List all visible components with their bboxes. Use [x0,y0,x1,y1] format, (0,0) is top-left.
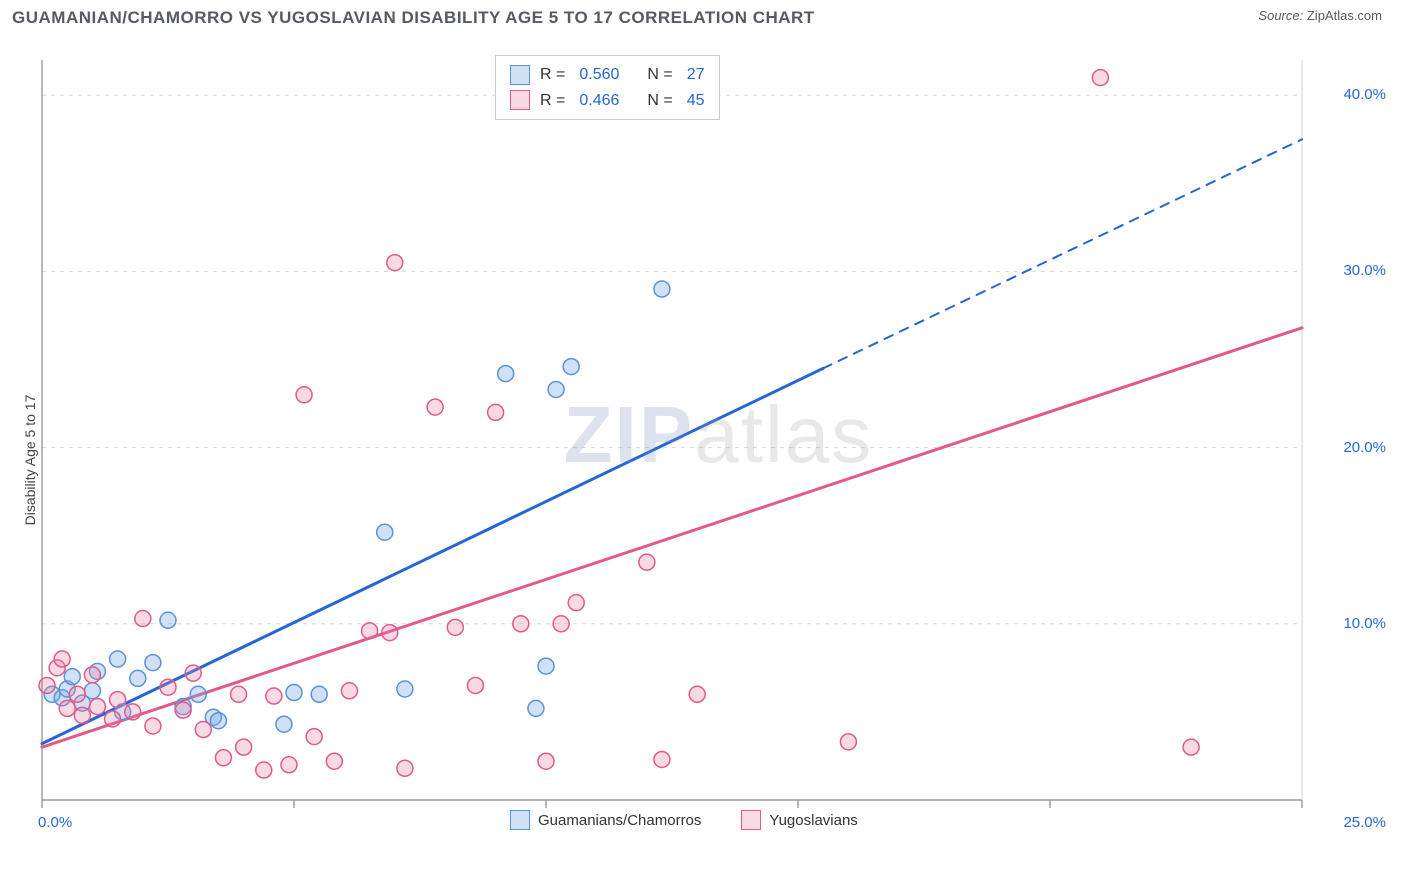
y-tick-label: 10.0% [1343,615,1386,632]
y-axis-label: Disability Age 5 to 17 [22,395,38,526]
legend-swatch [510,65,530,85]
series-label: Guamanians/Chamorros [538,812,701,829]
stats-legend-row: R = 0.560 N = 27 [510,62,705,88]
n-value: 27 [687,62,705,88]
y-tick-label: 40.0% [1343,86,1386,103]
source-label: Source: [1258,8,1303,23]
n-label: N = [647,88,672,114]
series-label: Yugoslavians [769,812,857,829]
stats-legend: R = 0.560 N = 27 R = 0.466 N = 45 [495,55,720,120]
r-label: R = [540,62,565,88]
legend-swatch [510,90,530,110]
r-value: 0.560 [579,62,619,88]
n-value: 45 [687,88,705,114]
n-label: N = [647,62,672,88]
x-tick-label: 0.0% [38,814,72,831]
source-credit: Source: ZipAtlas.com [1258,8,1382,23]
series-legend-item: Yugoslavians [741,810,857,830]
y-tick-label: 20.0% [1343,439,1386,456]
series-legend-item: Guamanians/Chamorros [510,810,701,830]
chart-title: GUAMANIAN/CHAMORRO VS YUGOSLAVIAN DISABI… [12,8,815,28]
series-legend: Guamanians/Chamorros Yugoslavians [510,810,858,830]
y-tick-label: 30.0% [1343,262,1386,279]
stats-legend-row: R = 0.466 N = 45 [510,88,705,114]
correlation-scatter-chart [12,40,1332,830]
source-value: ZipAtlas.com [1307,8,1382,23]
x-tick-label: 25.0% [1343,814,1386,831]
legend-swatch [741,810,761,830]
r-label: R = [540,88,565,114]
r-value: 0.466 [579,88,619,114]
chart-container: Disability Age 5 to 17 ZIPatlas R =0.560… [12,40,1394,880]
legend-swatch [510,810,530,830]
